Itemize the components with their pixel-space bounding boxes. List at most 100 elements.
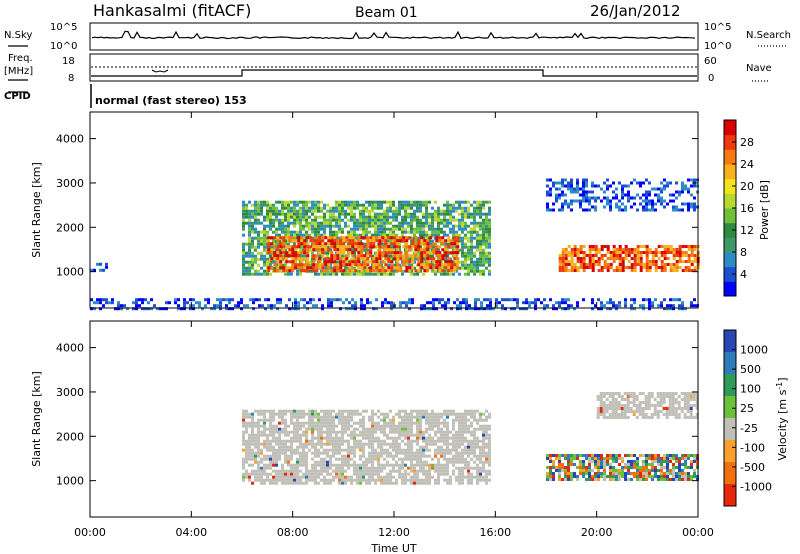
echo-cell xyxy=(446,439,449,443)
echo-cell xyxy=(366,239,370,243)
echo-cell xyxy=(347,415,350,419)
echo-cell xyxy=(663,205,666,209)
echo-cell xyxy=(291,257,295,261)
echo-cell xyxy=(281,475,284,479)
echo-cell xyxy=(359,457,362,461)
echo-cell xyxy=(339,242,343,246)
echo-cell xyxy=(639,251,643,254)
nsky-panel-frame xyxy=(89,22,699,51)
echo-cell xyxy=(359,445,362,449)
echo-cell xyxy=(335,448,338,452)
echo-cell xyxy=(419,218,422,222)
echo-cell xyxy=(320,451,323,455)
echo-cell xyxy=(582,196,585,200)
echo-cell xyxy=(323,230,326,234)
echo-cell xyxy=(690,184,693,188)
echo-cell xyxy=(597,257,601,260)
echo-cell xyxy=(311,445,314,449)
echo-cell xyxy=(423,242,427,246)
echo-cell xyxy=(473,230,476,234)
echo-cell xyxy=(567,298,570,302)
echo-cell xyxy=(272,418,275,422)
echo-cell xyxy=(417,242,421,246)
echo-cell xyxy=(354,245,358,249)
echo-cell xyxy=(357,266,361,270)
echo-cell xyxy=(648,251,652,254)
echo-cell xyxy=(456,242,460,246)
echo-cell xyxy=(398,421,401,425)
echo-cell xyxy=(482,239,485,243)
echo-cell xyxy=(411,266,415,270)
echo-cell xyxy=(473,245,476,249)
echo-cell xyxy=(323,430,326,434)
echo-cell xyxy=(365,206,368,210)
echo-cell xyxy=(380,469,383,473)
echo-cell xyxy=(326,427,329,431)
echo-cell xyxy=(588,263,592,266)
echo-cell xyxy=(282,257,286,261)
echo-cell xyxy=(453,266,457,270)
echo-cell xyxy=(446,448,449,452)
echo-cell xyxy=(452,433,455,437)
echo-cell xyxy=(606,463,609,466)
echo-cell xyxy=(401,424,404,428)
echo-cell xyxy=(621,196,624,200)
echo-cell xyxy=(380,227,383,231)
echo-cell xyxy=(351,254,355,258)
freq-left-tick-bottom: 8 xyxy=(68,73,74,84)
echo-cell xyxy=(452,260,455,264)
echo-cell xyxy=(363,304,366,308)
echo-cell xyxy=(371,469,374,473)
echo-cell xyxy=(488,263,491,267)
echo-cell xyxy=(401,439,404,443)
echo-cell xyxy=(323,212,326,216)
echo-cell xyxy=(645,205,648,209)
echo-cell xyxy=(443,409,446,413)
echo-cell xyxy=(254,454,257,458)
echo-cell xyxy=(470,269,473,273)
echo-cell xyxy=(609,263,613,266)
echo-cell xyxy=(353,478,356,482)
echo-cell xyxy=(405,248,409,252)
echo-cell xyxy=(245,203,248,207)
echo-cell xyxy=(359,481,362,485)
echo-cell xyxy=(485,242,488,246)
echo-cell xyxy=(248,227,251,231)
echo-cell xyxy=(276,257,280,261)
echo-cell xyxy=(479,466,482,470)
echo-cell xyxy=(303,266,307,270)
echo-cell xyxy=(386,442,389,446)
echo-cell xyxy=(290,475,293,479)
echo-cell xyxy=(422,469,425,473)
echo-cell xyxy=(288,251,292,255)
echo-cell xyxy=(453,254,457,258)
echo-cell xyxy=(570,248,574,251)
echo-cell xyxy=(386,215,389,219)
echo-cell xyxy=(375,263,379,267)
echo-cell xyxy=(410,272,413,276)
echo-cell xyxy=(341,254,344,258)
echo-cell xyxy=(347,460,350,464)
echo-cell xyxy=(437,427,440,431)
echo-cell xyxy=(663,298,666,302)
echo-cell xyxy=(437,463,440,467)
echo-cell xyxy=(263,215,266,219)
echo-cell xyxy=(597,460,600,463)
echo-cell xyxy=(461,200,464,204)
echo-cell xyxy=(558,463,561,466)
echo-cell xyxy=(461,457,464,461)
echo-cell xyxy=(314,463,317,467)
echo-cell xyxy=(290,415,293,419)
echo-cell xyxy=(272,239,275,243)
echo-cell xyxy=(266,233,269,237)
echo-cell xyxy=(93,307,96,311)
echo-cell xyxy=(264,307,267,311)
echo-cell xyxy=(470,266,473,270)
echo-cell xyxy=(356,224,359,228)
echo-cell xyxy=(372,242,376,246)
echo-cell xyxy=(678,260,682,263)
echo-cell xyxy=(479,451,482,455)
echo-cell xyxy=(561,208,564,212)
echo-cell xyxy=(386,218,389,222)
echo-cell xyxy=(353,436,356,440)
